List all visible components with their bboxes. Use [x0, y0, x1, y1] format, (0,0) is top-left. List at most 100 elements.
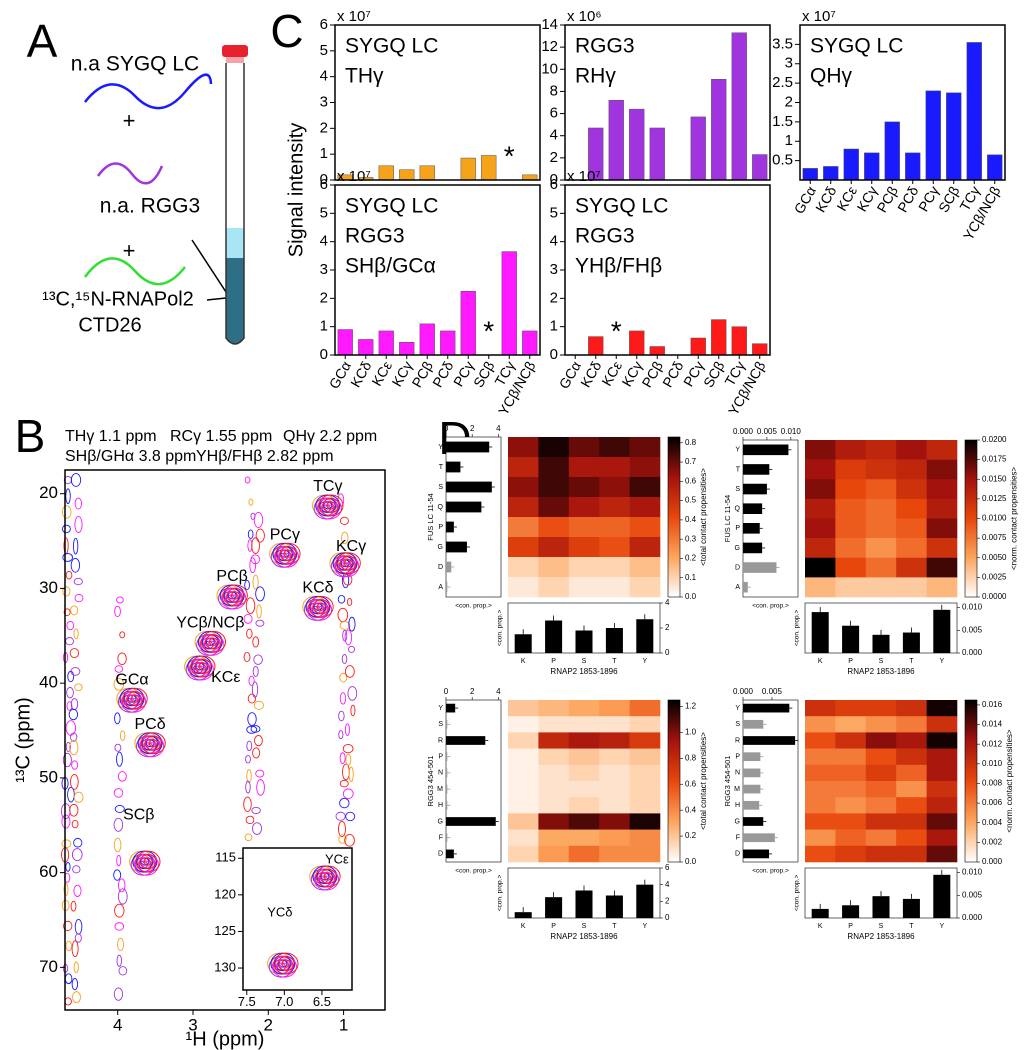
chart-title: SYGQ LC [345, 35, 438, 58]
heatmap-cell [599, 577, 630, 598]
bottom-tick-label: 0.000 [962, 648, 983, 657]
heatmap-cell [629, 748, 661, 766]
bar [946, 92, 962, 181]
bottom-tick-label: 0.005 [962, 890, 983, 899]
noise-contour [68, 708, 79, 721]
bar [399, 342, 415, 356]
heatmap-cell [568, 517, 600, 538]
heatmap-cell [568, 781, 600, 798]
side-bar [446, 461, 461, 473]
heatmap-cell [865, 459, 897, 480]
x-tick-label: 7.0 [275, 994, 293, 1009]
noise-contour [66, 687, 74, 699]
noise-contour [119, 730, 126, 741]
heatmap-cell [805, 440, 836, 460]
column-label: Y [939, 658, 944, 665]
bottom-tick-label: 2 [665, 896, 670, 905]
heatmap-cell [835, 518, 867, 539]
heatmap-cell [865, 764, 897, 782]
heatmap-cell [835, 700, 867, 717]
heatmap-cell [896, 797, 927, 814]
heatmap-cell [599, 845, 630, 863]
panel-label: A [27, 15, 58, 67]
noise-contour [114, 804, 125, 813]
row-label: N [735, 770, 740, 777]
noise-contour [66, 620, 75, 631]
colorbar-tick-label: 0.5 [685, 496, 697, 505]
heatmap-cell [568, 457, 600, 478]
heatmap-cell [629, 457, 661, 478]
heatmap-cell [538, 813, 570, 830]
row-label: Y [735, 447, 740, 454]
legend-entry: RCγ 1.55 ppm [170, 428, 272, 445]
heatmap-cell [538, 437, 570, 458]
heatmap-cell [835, 797, 867, 814]
y-tick-label: 5 [550, 204, 558, 221]
heatmap-cell [805, 498, 836, 519]
heatmap-cell [568, 577, 600, 598]
heatmap-cell [805, 748, 836, 766]
peak-contour [339, 555, 357, 571]
peak-contour [144, 735, 162, 751]
row-label: T [439, 464, 444, 471]
colorbar-tick-label: 0.1 [685, 573, 697, 582]
noise-contour [113, 987, 124, 1001]
heatmap-cell [629, 813, 661, 830]
peak-contour [316, 602, 326, 611]
heatmap-cell [629, 577, 661, 598]
heatmap-cell [835, 781, 867, 798]
side-bar [743, 736, 796, 745]
colorbar-tick-label: 0.6 [685, 779, 697, 788]
colorbar-tick-label: 0.012 [982, 739, 1003, 748]
peak-contour [326, 501, 336, 510]
panel-a: n.a SYGQ LC + n.a. RGG3 + ¹³C,¹⁵N-RNAPol… [42, 45, 248, 345]
bar [440, 330, 456, 356]
heatmap-cell [538, 797, 570, 814]
x-tick-label: KCδ [347, 358, 375, 390]
peak-contour [307, 598, 333, 621]
noise-contour [339, 672, 348, 683]
heatmap-cell [538, 781, 570, 798]
x-tick-label: GCα [791, 183, 819, 216]
bar [588, 336, 604, 356]
y-tick-label: 3 [320, 93, 328, 110]
plot-frame [64, 469, 386, 1011]
row-label: S [735, 721, 740, 728]
bar [731, 32, 747, 181]
noise-contour [250, 554, 261, 565]
noise-contour [73, 961, 79, 974]
peak-contour [126, 691, 144, 707]
bar [337, 329, 353, 356]
heatmap-cell [508, 829, 539, 847]
heatmap-cell [538, 732, 570, 749]
side-bar [446, 541, 467, 553]
heatmap-cell [568, 845, 600, 863]
heatmap-cell [538, 845, 570, 863]
colorbar-tick-label: 0.0025 [982, 572, 1007, 581]
noise-contour [250, 725, 261, 733]
chart-title: QHγ [810, 65, 853, 88]
bar [460, 157, 476, 181]
heatmap-cell [835, 764, 867, 782]
column-label: P [848, 923, 853, 930]
peak-contour [221, 587, 247, 610]
noise-contour [244, 833, 253, 842]
noise-contour [339, 516, 349, 525]
x-tick-label: 3 [188, 1016, 197, 1035]
side-axis-label: <con. prop.> [752, 603, 789, 610]
bottom-bar [872, 896, 890, 918]
plot-background [243, 848, 352, 990]
bar [884, 121, 900, 181]
noise-contour [339, 779, 349, 788]
noise-contour [61, 839, 72, 849]
peak-label: YCδ [267, 905, 292, 920]
heatmap-cell [538, 829, 570, 847]
side-bar [743, 768, 761, 778]
noise-contour [73, 577, 83, 586]
side-bar [743, 752, 761, 762]
colorbar-tick-label: 0.0 [685, 857, 697, 866]
noise-contour [71, 760, 79, 770]
axis-multiplier: x 10⁷ [567, 168, 601, 185]
heatmap-cell [508, 517, 539, 538]
legend-entry: YHβ/FHβ 2.82 ppm [196, 448, 334, 465]
